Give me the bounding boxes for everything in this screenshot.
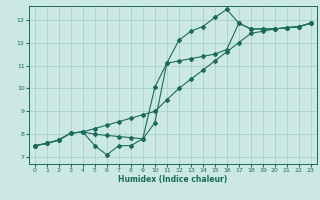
X-axis label: Humidex (Indice chaleur): Humidex (Indice chaleur)	[118, 175, 228, 184]
